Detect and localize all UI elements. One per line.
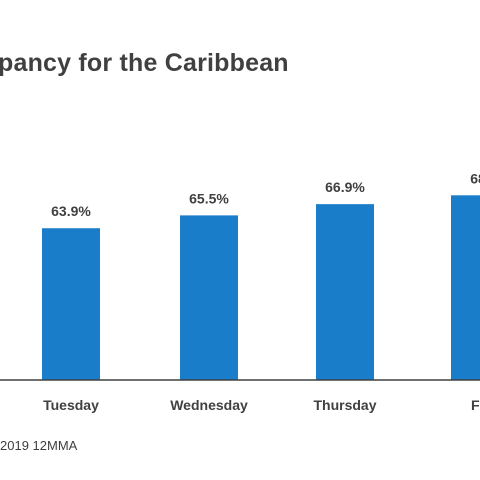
data-labels-group: 63.9% 65.5% 66.9% 68. [51,170,480,219]
category-label-tuesday: Tuesday [43,397,99,413]
bar-thursday [316,204,374,380]
data-label-tuesday: 63.9% [51,203,91,219]
category-label-wednesday: Wednesday [170,397,248,413]
data-label-wednesday: 65.5% [189,190,229,206]
data-label-thursday: 66.9% [325,179,365,195]
chart-title: pancy for the Caribbean [0,49,289,77]
bar-tuesday [42,228,100,380]
category-label-thursday: Thursday [313,397,376,413]
category-labels-group: Tuesday Wednesday Thursday Fri [43,397,480,413]
category-label-fri: Fri [471,397,480,413]
bar-fri [451,195,480,380]
data-label-fri: 68. [470,170,480,186]
bar-wednesday [180,215,238,380]
bars-group [42,195,480,380]
footnote: 2019 12MMA [0,438,78,453]
